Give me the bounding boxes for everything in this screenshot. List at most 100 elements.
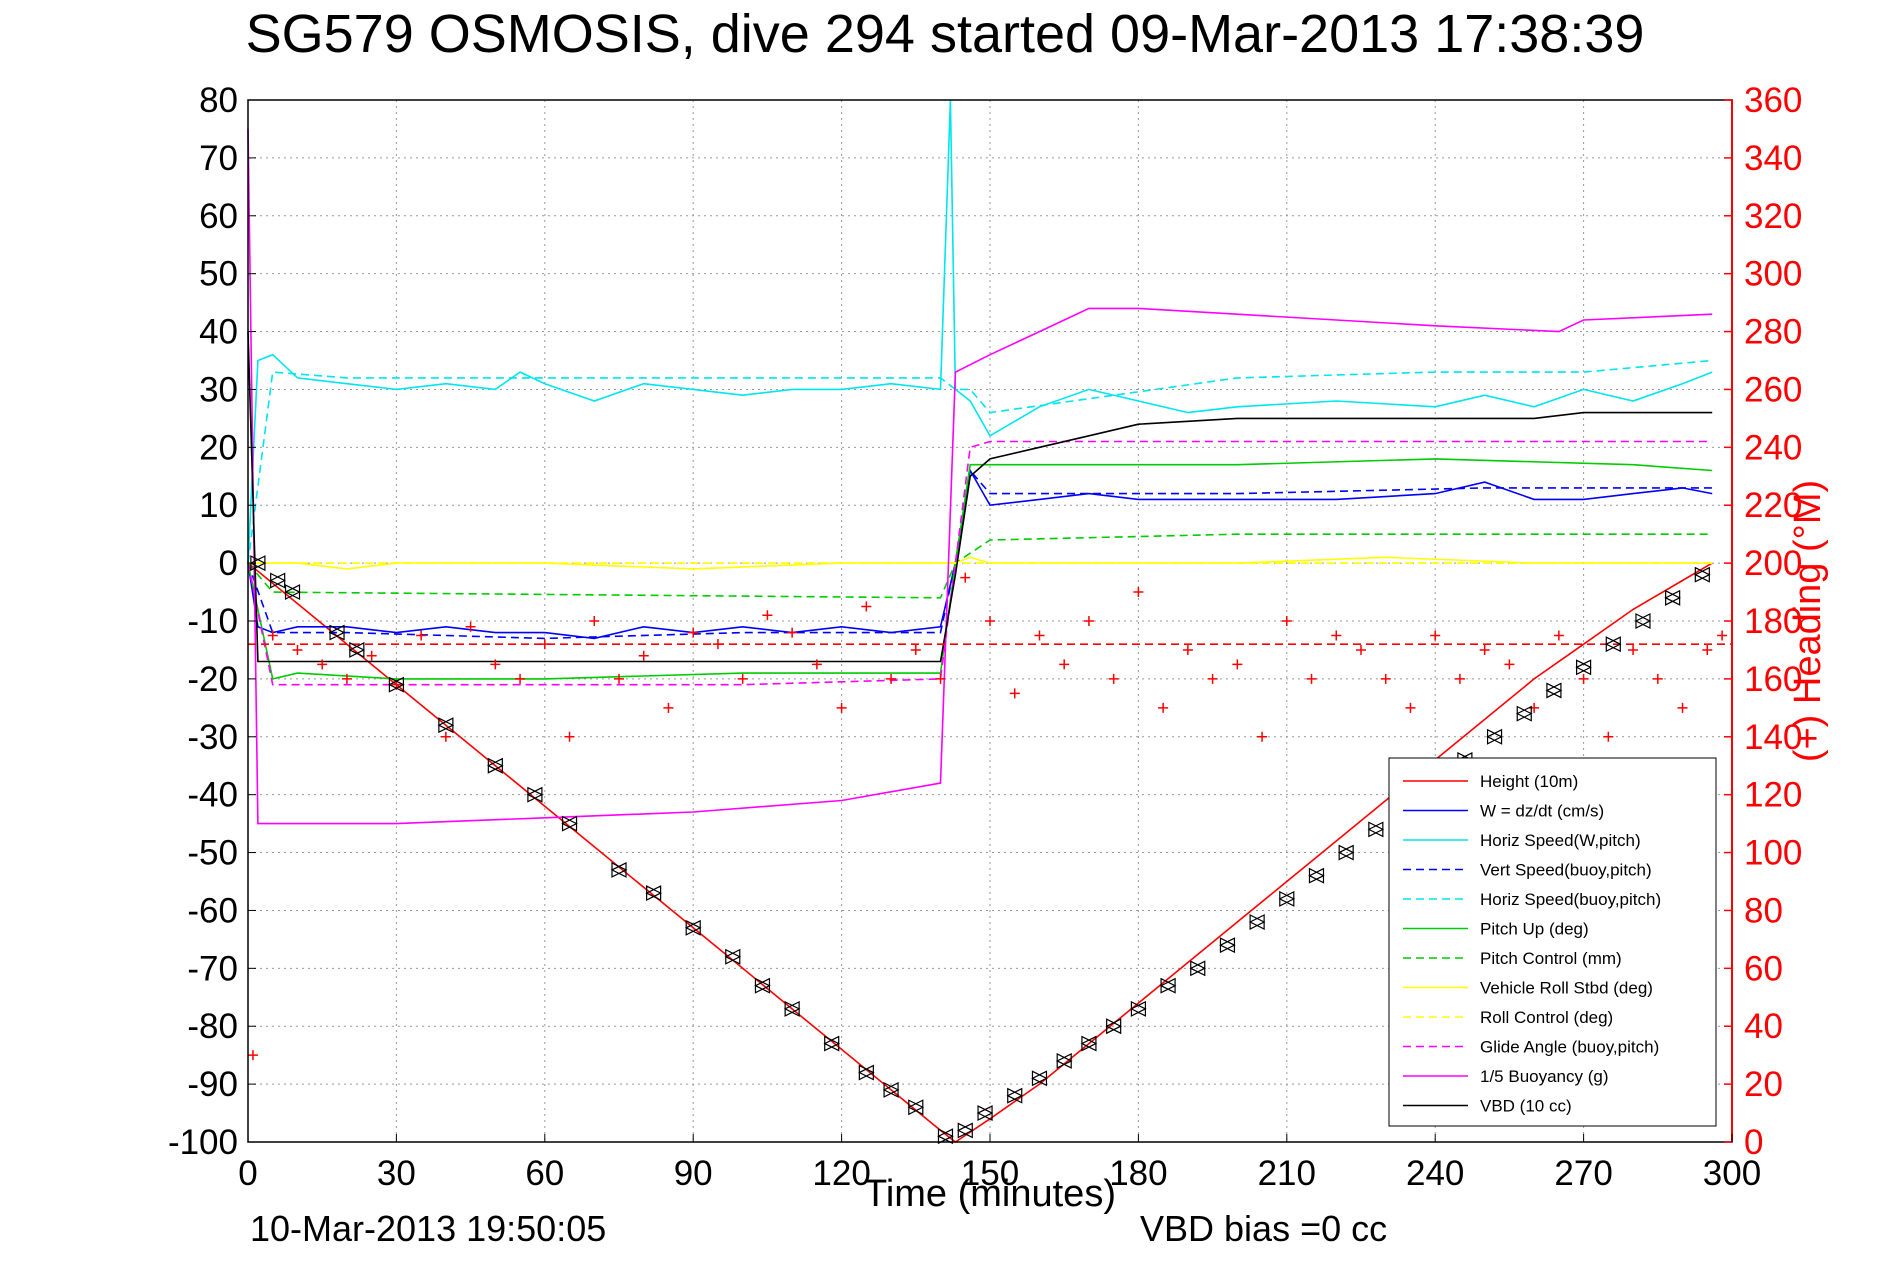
heading-point bbox=[638, 650, 649, 661]
depth-sample-marker bbox=[1189, 960, 1207, 977]
left-tick-label: 40 bbox=[199, 313, 238, 352]
depth-sample-marker bbox=[437, 717, 455, 734]
right-tick-label: 40 bbox=[1744, 1007, 1783, 1046]
right-tick-label: 100 bbox=[1744, 834, 1802, 873]
depth-sample-marker bbox=[269, 572, 287, 589]
heading-point bbox=[1717, 630, 1728, 641]
heading-point bbox=[1380, 673, 1391, 684]
left-tick-label: -10 bbox=[187, 602, 238, 641]
heading-point bbox=[1504, 659, 1515, 670]
x-tick-label: 0 bbox=[238, 1154, 257, 1193]
depth-sample-marker bbox=[1159, 977, 1177, 994]
depth-sample-marker bbox=[388, 676, 405, 693]
right-tick-label: 220 bbox=[1744, 486, 1802, 525]
legend-entry: Roll Control (deg) bbox=[1480, 1008, 1613, 1027]
x-tick-label: 240 bbox=[1406, 1154, 1464, 1193]
left-tick-label: 20 bbox=[199, 428, 238, 467]
depth-sample-marker bbox=[645, 885, 662, 902]
heading-point bbox=[1232, 659, 1243, 670]
legend: Height (10m) W = dz/dt (cm/s) Horiz Speed(… bbox=[1388, 757, 1717, 1127]
heading-point bbox=[366, 650, 377, 661]
right-tick-label: 360 bbox=[1744, 81, 1802, 120]
right-tick-label: 180 bbox=[1744, 602, 1802, 641]
right-tick-label: 20 bbox=[1744, 1065, 1783, 1104]
heading-point bbox=[960, 572, 971, 583]
x-tick-label: 210 bbox=[1258, 1154, 1316, 1193]
depth-sample-marker bbox=[561, 815, 578, 832]
x-axis-label: Time (minutes) bbox=[864, 1173, 1116, 1215]
depth-sample-marker bbox=[907, 1099, 925, 1116]
depth-sample-marker bbox=[857, 1064, 875, 1081]
left-tick-label: -100 bbox=[168, 1123, 238, 1162]
left-tick-label: 0 bbox=[219, 544, 238, 583]
right-tick-label: 260 bbox=[1744, 370, 1802, 409]
series-vert-speed-buoy-pitch bbox=[247, 468, 1713, 640]
heading-point bbox=[1207, 673, 1218, 684]
series-heading bbox=[247, 572, 1728, 1061]
heading-point bbox=[762, 610, 773, 621]
series-vbd-10-cc bbox=[247, 331, 1713, 663]
left-tick-label: -60 bbox=[187, 891, 238, 930]
depth-sample-marker bbox=[328, 624, 346, 641]
depth-sample-marker bbox=[486, 757, 504, 774]
heading-point bbox=[440, 731, 451, 742]
left-tick-label: 80 bbox=[199, 81, 238, 120]
left-tick-label: 70 bbox=[199, 139, 238, 178]
right-tick-label: 0 bbox=[1744, 1123, 1763, 1162]
depth-sample-marker bbox=[882, 1081, 900, 1098]
legend-entry: Vehicle Roll Stbd (deg) bbox=[1480, 979, 1653, 998]
right-tick-label: 320 bbox=[1744, 197, 1802, 236]
heading-point bbox=[935, 673, 946, 684]
depth-sample-marker bbox=[937, 1128, 954, 1145]
heading-point bbox=[1108, 673, 1119, 684]
heading-point bbox=[416, 630, 427, 641]
left-tick-label: -90 bbox=[187, 1065, 238, 1104]
left-tick-label: 10 bbox=[199, 486, 238, 525]
legend-entry: Glide Angle (buoy,pitch) bbox=[1480, 1038, 1659, 1057]
heading-point bbox=[1009, 688, 1020, 699]
heading-point bbox=[1306, 673, 1317, 684]
left-tick-label: -40 bbox=[187, 776, 238, 815]
heading-point bbox=[490, 659, 501, 670]
heading-point bbox=[1652, 673, 1663, 684]
legend-entry: VBD (10 cc) bbox=[1480, 1097, 1572, 1116]
heading-point bbox=[1281, 616, 1292, 626]
heading-point bbox=[787, 627, 798, 638]
left-tick-label: -50 bbox=[187, 834, 238, 873]
legend-entry: W = dz/dt (cm/s) bbox=[1480, 802, 1604, 821]
depth-sample-marker bbox=[754, 977, 771, 994]
depth-sample-marker bbox=[1006, 1087, 1024, 1104]
series-w-dz-dt-cm-s bbox=[247, 468, 1713, 640]
depth-sample-marker bbox=[1664, 589, 1681, 606]
heading-point bbox=[1702, 644, 1713, 655]
series-horiz-speed-buoy-pitch bbox=[247, 359, 1713, 564]
heading-point bbox=[1430, 630, 1441, 641]
depth-sample-marker bbox=[1515, 705, 1533, 722]
legend-entry: Horiz Speed(buoy,pitch) bbox=[1480, 890, 1661, 909]
depth-sample-marker bbox=[1031, 1070, 1048, 1087]
depth-sample-marker bbox=[1545, 682, 1563, 699]
left-tick-label: -20 bbox=[187, 660, 238, 699]
heading-point bbox=[836, 702, 847, 713]
heading-point bbox=[564, 731, 575, 742]
depth-sample-marker bbox=[724, 948, 742, 965]
depth-sample-marker bbox=[1486, 728, 1503, 745]
heading-point bbox=[910, 644, 921, 655]
heading-point bbox=[1479, 644, 1490, 655]
right-tick-label: 240 bbox=[1744, 428, 1802, 467]
heading-point bbox=[688, 627, 699, 638]
heading-point bbox=[1158, 702, 1169, 713]
right-tick-label: 80 bbox=[1744, 891, 1783, 930]
depth-sample-marker bbox=[1575, 659, 1592, 676]
depth-sample-marker bbox=[1308, 867, 1325, 884]
left-tick-label: 60 bbox=[199, 197, 238, 236]
legend-entry: Horiz Speed(W,pitch) bbox=[1480, 831, 1641, 850]
heading-point bbox=[317, 659, 328, 670]
depth-sample-marker bbox=[610, 861, 628, 878]
x-tick-label: 90 bbox=[674, 1154, 713, 1193]
chart-title: SG579 OSMOSIS, dive 294 started 09-Mar-2… bbox=[246, 4, 1645, 64]
depth-sample-marker bbox=[1337, 844, 1355, 861]
right-tick-label: 340 bbox=[1744, 139, 1802, 178]
left-tick-label: -30 bbox=[187, 718, 238, 757]
